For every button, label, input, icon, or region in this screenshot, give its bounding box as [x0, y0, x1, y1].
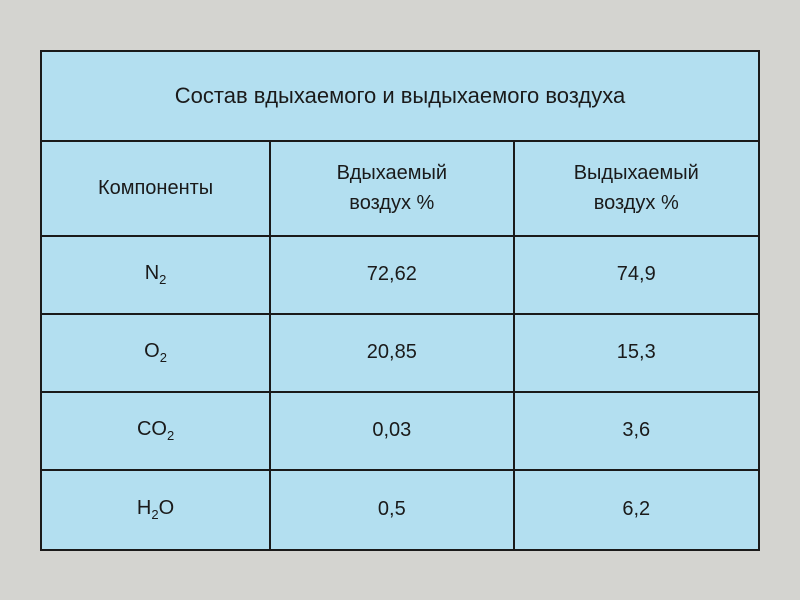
inhaled-cell: 0,03: [271, 393, 514, 469]
component-sub1: 2: [151, 507, 158, 522]
component-sub: 2: [160, 350, 167, 365]
header-exhaled-line2: воздух %: [574, 188, 699, 218]
component-base-pre: H: [137, 497, 151, 519]
inhaled-cell: 20,85: [271, 315, 514, 391]
inhaled-value: 0,5: [378, 498, 406, 521]
inhaled-value: 20,85: [367, 341, 417, 364]
header-inhaled-wrapper: Вдыхаемый воздух %: [337, 158, 447, 218]
header-inhaled-line2: воздух %: [337, 188, 447, 218]
inhaled-value: 0,03: [372, 419, 411, 442]
inhaled-value: 72,62: [367, 263, 417, 286]
component-base: O: [144, 340, 160, 362]
header-exhaled-wrapper: Выдыхаемый воздух %: [574, 158, 699, 218]
inhaled-cell: 0,5: [271, 471, 514, 549]
table-row: CO2 0,03 3,6: [42, 393, 758, 471]
title-text: Состав вдыхаемого и выдыхаемого воздуха: [175, 83, 625, 109]
inhaled-cell: 72,62: [271, 237, 514, 313]
table-row: N2 72,62 74,9: [42, 237, 758, 315]
composition-table: Состав вдыхаемого и выдыхаемого воздуха …: [40, 50, 760, 551]
exhaled-cell: 3,6: [515, 393, 758, 469]
table-row: H2O 0,5 6,2: [42, 471, 758, 549]
exhaled-cell: 74,9: [515, 237, 758, 313]
component-formula: O2: [144, 340, 167, 365]
header-components-text: Компоненты: [98, 173, 213, 203]
table-header-row: Компоненты Вдыхаемый воздух % Выдыхаемый…: [42, 142, 758, 237]
component-sub: 2: [167, 428, 174, 443]
component-cell: N2: [42, 237, 271, 313]
component-cell: H2O: [42, 471, 271, 549]
exhaled-value: 6,2: [622, 498, 650, 521]
table-row: O2 20,85 15,3: [42, 315, 758, 393]
component-formula: N2: [145, 262, 167, 287]
component-base: N: [145, 262, 159, 284]
table-title: Состав вдыхаемого и выдыхаемого воздуха: [42, 52, 758, 142]
exhaled-cell: 15,3: [515, 315, 758, 391]
exhaled-value: 74,9: [617, 263, 656, 286]
component-cell: CO2: [42, 393, 271, 469]
component-base: CO: [137, 418, 167, 440]
component-formula: CO2: [137, 418, 174, 443]
component-sub: 2: [159, 272, 166, 287]
component-cell: O2: [42, 315, 271, 391]
header-exhaled: Выдыхаемый воздух %: [515, 142, 758, 235]
component-formula: H2O: [137, 497, 174, 522]
header-exhaled-line1: Выдыхаемый: [574, 158, 699, 188]
header-inhaled-line1: Вдыхаемый: [337, 158, 447, 188]
component-base-post: O: [159, 497, 175, 519]
header-inhaled: Вдыхаемый воздух %: [271, 142, 514, 235]
header-components: Компоненты: [42, 142, 271, 235]
exhaled-cell: 6,2: [515, 471, 758, 549]
exhaled-value: 3,6: [622, 419, 650, 442]
exhaled-value: 15,3: [617, 341, 656, 364]
